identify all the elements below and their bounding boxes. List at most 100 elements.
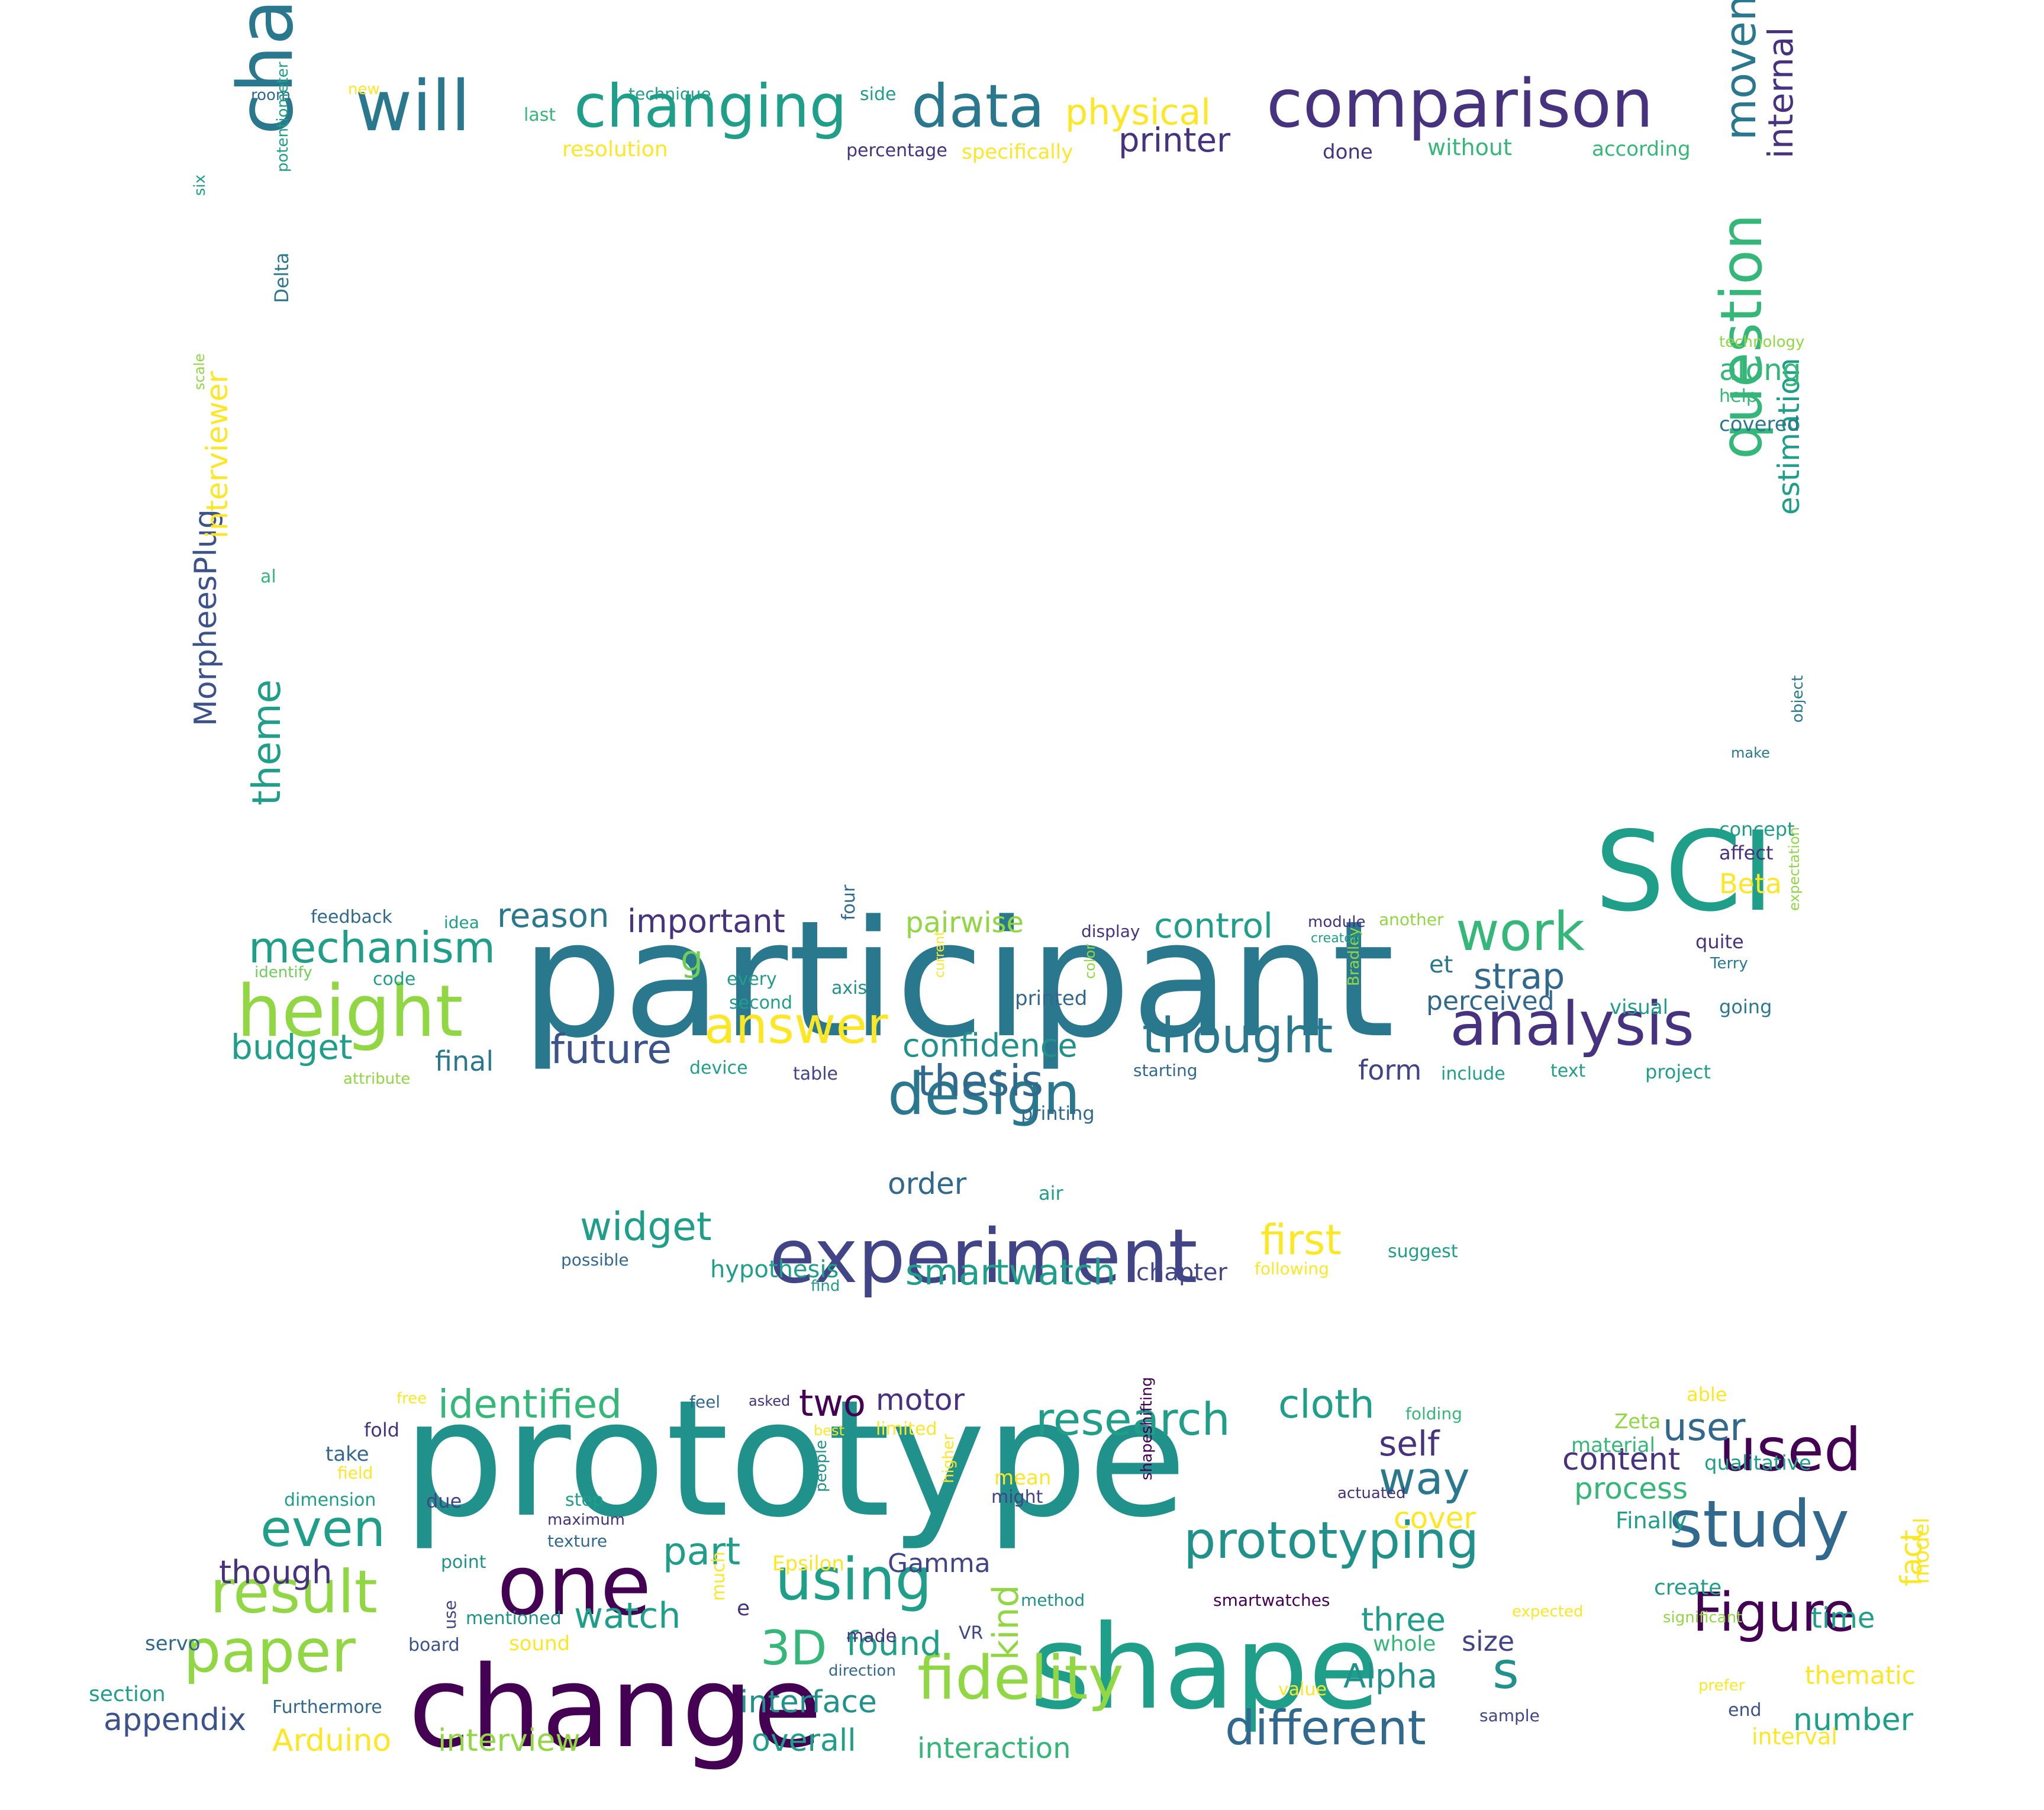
word-cloud-word: hypothesis: [710, 1256, 839, 1283]
word-cloud-word: whole: [1373, 1632, 1436, 1656]
word-cloud-word: theme: [244, 679, 289, 806]
word-cloud-word: al: [260, 566, 276, 587]
word-cloud-word: motor: [876, 1383, 965, 1417]
word-cloud-word: idea: [444, 913, 479, 932]
word-cloud-word: mechanism: [249, 923, 496, 972]
word-cloud-word: qualitative: [1704, 1451, 1811, 1475]
word-cloud-word: part: [663, 1530, 741, 1574]
word-cloud-word: Arduino: [272, 1723, 392, 1759]
word-cloud-word: covered: [1719, 413, 1800, 436]
word-cloud-word: percentage: [846, 140, 947, 161]
word-cloud-word: maximum: [547, 1511, 626, 1529]
word-cloud-word: mentioned: [466, 1608, 562, 1629]
word-cloud-word: quite: [1695, 930, 1744, 953]
word-cloud-word: specifically: [962, 140, 1073, 164]
word-cloud-word: created: [1311, 931, 1360, 946]
word-cloud-word: identify: [254, 964, 312, 981]
word-cloud-word: potentiometer: [274, 62, 292, 172]
word-cloud-word: step: [565, 1490, 604, 1511]
word-cloud-word: attribute: [343, 1070, 411, 1088]
word-cloud-word: change: [408, 1642, 823, 1773]
word-cloud-word: asked: [749, 1393, 791, 1409]
word-cloud-word: characteristic: [222, 0, 310, 135]
word-cloud-word: field: [337, 1463, 373, 1483]
word-cloud-word: without: [1427, 134, 1512, 160]
word-cloud-word: air: [1039, 1182, 1063, 1204]
word-cloud-word: analysis: [1450, 989, 1694, 1059]
word-cloud-word: device: [689, 1058, 748, 1078]
word-cloud-word: color: [1082, 943, 1098, 979]
word-cloud-word: create: [1654, 1576, 1722, 1600]
word-cloud-word: size: [1462, 1625, 1515, 1657]
word-cloud-word: another: [1379, 910, 1444, 929]
word-cloud-word: axis: [831, 978, 868, 999]
word-cloud-word: content: [1562, 1442, 1681, 1477]
word-cloud-word: Gamma: [888, 1548, 991, 1579]
word-cloud-word: thought: [1142, 1008, 1333, 1064]
word-cloud-word: higher: [940, 1434, 957, 1483]
word-cloud-word: way: [1379, 1452, 1470, 1505]
word-cloud-word: though: [219, 1554, 333, 1591]
word-cloud-word: code: [373, 969, 416, 990]
word-cloud-word: texture: [547, 1531, 608, 1551]
word-cloud-word: design: [888, 1061, 1081, 1128]
word-cloud-word: make: [1731, 745, 1770, 761]
word-cloud-word: interval: [1752, 1724, 1837, 1750]
word-cloud-word: data: [911, 72, 1045, 141]
word-cloud-word: thematic: [1805, 1661, 1916, 1690]
word-cloud-word: final: [435, 1045, 494, 1077]
word-cloud-word: cover: [1394, 1501, 1476, 1535]
word-cloud-word: section: [89, 1682, 166, 1706]
word-cloud-word: due: [426, 1490, 462, 1512]
word-cloud-word: user: [1663, 1406, 1746, 1450]
word-cloud-word: folding: [1405, 1404, 1462, 1423]
word-cloud-word: appendix: [104, 1702, 247, 1738]
word-cloud-word: include: [1441, 1064, 1505, 1084]
word-cloud-word: interviewer: [200, 371, 234, 539]
word-cloud-word: last: [524, 105, 556, 125]
word-cloud-word: even: [260, 1499, 386, 1558]
word-cloud-word: technology: [1719, 333, 1805, 351]
word-cloud-word: Furthermore: [272, 1697, 382, 1718]
word-cloud-word: use: [440, 1600, 460, 1629]
word-cloud-word: feel: [689, 1392, 721, 1412]
word-cloud-word: height: [237, 971, 463, 1053]
word-cloud-word: method: [1021, 1590, 1085, 1610]
word-cloud-word: thesis: [917, 1056, 1044, 1106]
word-cloud-word: expectation: [1786, 827, 1803, 911]
word-cloud-word: might: [991, 1487, 1043, 1508]
word-cloud-word: overall: [752, 1723, 856, 1759]
word-cloud-word: internal: [1761, 27, 1801, 159]
word-cloud-word: smartwatch: [905, 1252, 1116, 1293]
word-cloud-word: table: [793, 1064, 838, 1084]
word-cloud-word: feedback: [311, 907, 392, 927]
word-cloud-word: dimension: [284, 1490, 376, 1511]
word-cloud-word: answer: [704, 996, 888, 1055]
word-cloud-word: point: [441, 1552, 486, 1573]
word-cloud-word: experiment: [769, 1213, 1198, 1300]
word-cloud-word: paper: [183, 1616, 356, 1686]
word-cloud-word: module: [1308, 913, 1366, 931]
word-cloud-word: et: [1429, 951, 1453, 978]
word-cloud-word: Epsilon: [772, 1552, 845, 1576]
word-cloud-word: affect: [1719, 842, 1774, 864]
word-cloud-word: reason: [497, 897, 610, 935]
word-cloud-word: comparison: [1266, 66, 1653, 143]
word-cloud-word: future: [550, 1026, 672, 1073]
word-cloud-word: printed: [1015, 987, 1088, 1010]
word-cloud-word: SCI: [1595, 807, 1774, 936]
word-cloud-word: board: [408, 1635, 460, 1656]
word-cloud-word: budget: [231, 1027, 353, 1067]
word-cloud-word: starting: [1133, 1061, 1198, 1080]
word-cloud-word: every: [727, 969, 777, 990]
word-cloud-word: value: [1278, 1679, 1327, 1700]
word-cloud-word: much: [708, 1551, 729, 1601]
word-cloud-word: important: [627, 903, 785, 940]
word-cloud-word: result: [210, 1557, 378, 1627]
word-cloud-word: first: [1260, 1216, 1342, 1264]
word-cloud-word: e: [737, 1596, 750, 1621]
word-cloud-word: fold: [364, 1419, 400, 1441]
word-cloud-word: significant: [1663, 1609, 1743, 1627]
word-cloud-word: changing: [574, 72, 847, 141]
